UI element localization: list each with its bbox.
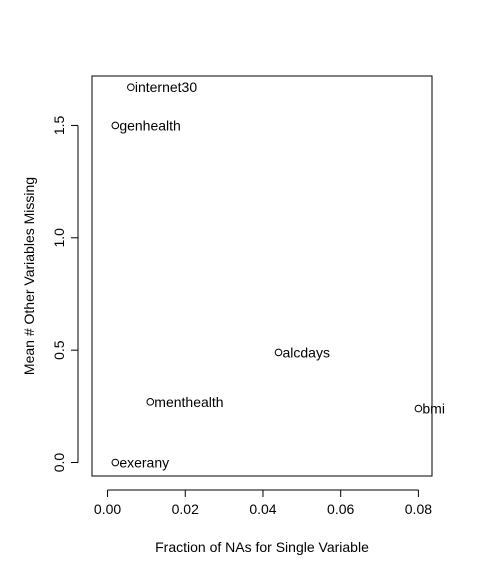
data-points: internet30 genhealth alcdays menthealth bmi e… (111, 79, 445, 471)
y-axis: 0.0 0.5 1.0 1.5 (51, 115, 79, 473)
x-tick-label: 0.02 (172, 501, 199, 517)
x-tick-label: 0.08 (405, 501, 432, 517)
y-tick-label: 0.5 (51, 340, 67, 360)
y-tick-label: 0.0 (51, 453, 67, 473)
y-tick-label: 1.5 (51, 115, 67, 135)
data-point (111, 121, 120, 130)
x-tick-label: 0.00 (94, 501, 121, 517)
y-axis-title: Mean # Other Variables Missing (21, 177, 37, 375)
point-label: genhealth (119, 117, 181, 133)
point-label: menthealth (154, 394, 223, 410)
point-label: exerany (119, 455, 169, 471)
x-tick-label: 0.04 (249, 501, 276, 517)
y-tick-label: 1.0 (51, 228, 67, 248)
point-label: internet30 (135, 79, 197, 95)
data-point (274, 348, 283, 357)
x-axis: 0.00 0.02 0.04 0.06 0.08 (94, 489, 432, 517)
point-label: alcdays (283, 344, 330, 360)
point-label: bmi (422, 401, 445, 417)
data-point (414, 404, 423, 413)
data-point (127, 83, 135, 92)
x-tick-label: 0.06 (327, 501, 354, 517)
plot-frame (91, 75, 433, 477)
data-point (111, 458, 120, 467)
data-point (146, 398, 155, 406)
x-axis-title: Fraction of NAs for Single Variable (155, 539, 369, 555)
